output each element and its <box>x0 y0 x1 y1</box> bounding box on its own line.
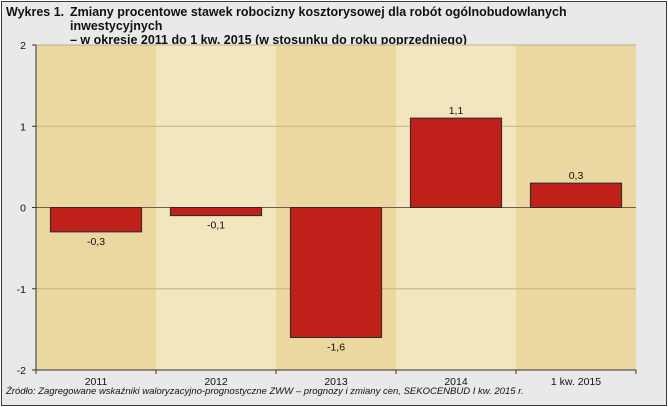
source-note: Źródło: Zagregowane wskaźniki waloryzacy… <box>6 386 524 397</box>
figure-title-line-1: Zmiany procentowe stawek robocizny koszt… <box>70 5 567 33</box>
x-tick-label: 1 kw. 2015 <box>551 376 601 388</box>
y-tick-label: 1 <box>20 121 26 133</box>
data-label: -0,3 <box>87 236 105 248</box>
bar <box>49 207 143 233</box>
bar <box>169 207 263 217</box>
y-tick-label: -1 <box>17 284 26 296</box>
data-label: -1,6 <box>327 342 345 354</box>
bar <box>529 182 623 208</box>
data-label: 1,1 <box>449 105 464 117</box>
y-tick-label: 2 <box>20 40 26 52</box>
x-tick-label: 2013 <box>324 376 348 388</box>
bar <box>289 207 383 338</box>
y-tick-label: -2 <box>17 365 26 377</box>
figure-title-line-2: – w okresie 2011 do 1 kw. 2015 (w stosun… <box>70 33 467 47</box>
data-label: 0,3 <box>569 170 584 182</box>
figure-title: Zmiany procentowe stawek robocizny koszt… <box>70 5 660 47</box>
y-tick-label: 0 <box>20 203 26 215</box>
x-tick-label: 2014 <box>444 376 468 388</box>
bar <box>409 117 503 208</box>
x-tick-label: 2012 <box>204 376 228 388</box>
x-tick-label: 2011 <box>85 376 108 388</box>
figure-label: Wykres 1. <box>6 5 65 19</box>
data-label: -0,1 <box>207 220 225 232</box>
